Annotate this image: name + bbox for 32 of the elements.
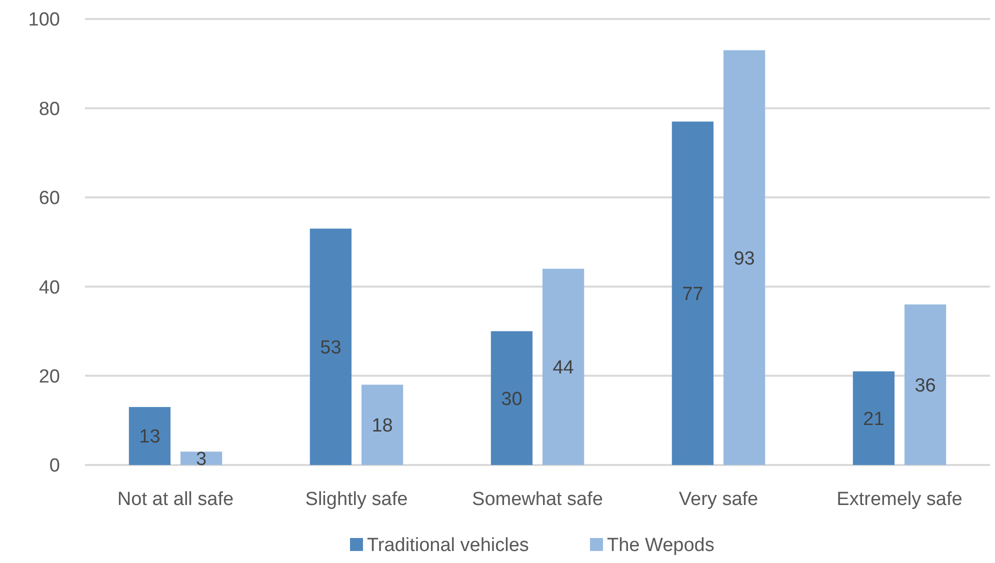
data-label: 77: [682, 284, 704, 305]
data-label: 30: [501, 388, 522, 410]
data-label: 93: [734, 248, 755, 270]
bar: [490, 331, 533, 465]
y-tick-label: 60: [38, 188, 60, 210]
bar: [361, 384, 404, 465]
bar: [128, 407, 171, 465]
bar: [310, 228, 352, 465]
bar: [542, 268, 584, 465]
y-tick-label: 40: [38, 277, 60, 298]
legend-label: The Wepods: [607, 535, 714, 556]
y-tick-label: 0: [49, 456, 60, 477]
data-label: 53: [320, 337, 342, 358]
y-tick-label: 80: [38, 98, 60, 120]
bar: [852, 371, 895, 465]
x-tick-label: Somewhat safe: [472, 489, 603, 510]
bar: [672, 122, 714, 465]
y-tick-label: 20: [38, 366, 60, 388]
x-tick-label: Very safe: [678, 489, 758, 510]
data-label: 3: [196, 448, 207, 470]
legend-label: Traditional vehicles: [367, 535, 529, 556]
bar: [723, 50, 766, 465]
data-label: 36: [914, 375, 936, 396]
x-tick-label: Not at all safe: [117, 489, 234, 510]
bar: [904, 304, 946, 465]
y-tick-label: 100: [28, 10, 60, 31]
data-label: 21: [863, 408, 884, 430]
data-label: 18: [372, 416, 393, 437]
data-label: 44: [552, 358, 574, 379]
x-tick-label: Slightly safe: [305, 489, 408, 510]
data-label: 13: [139, 426, 160, 448]
x-tick-label: Extremely safe: [836, 489, 962, 510]
